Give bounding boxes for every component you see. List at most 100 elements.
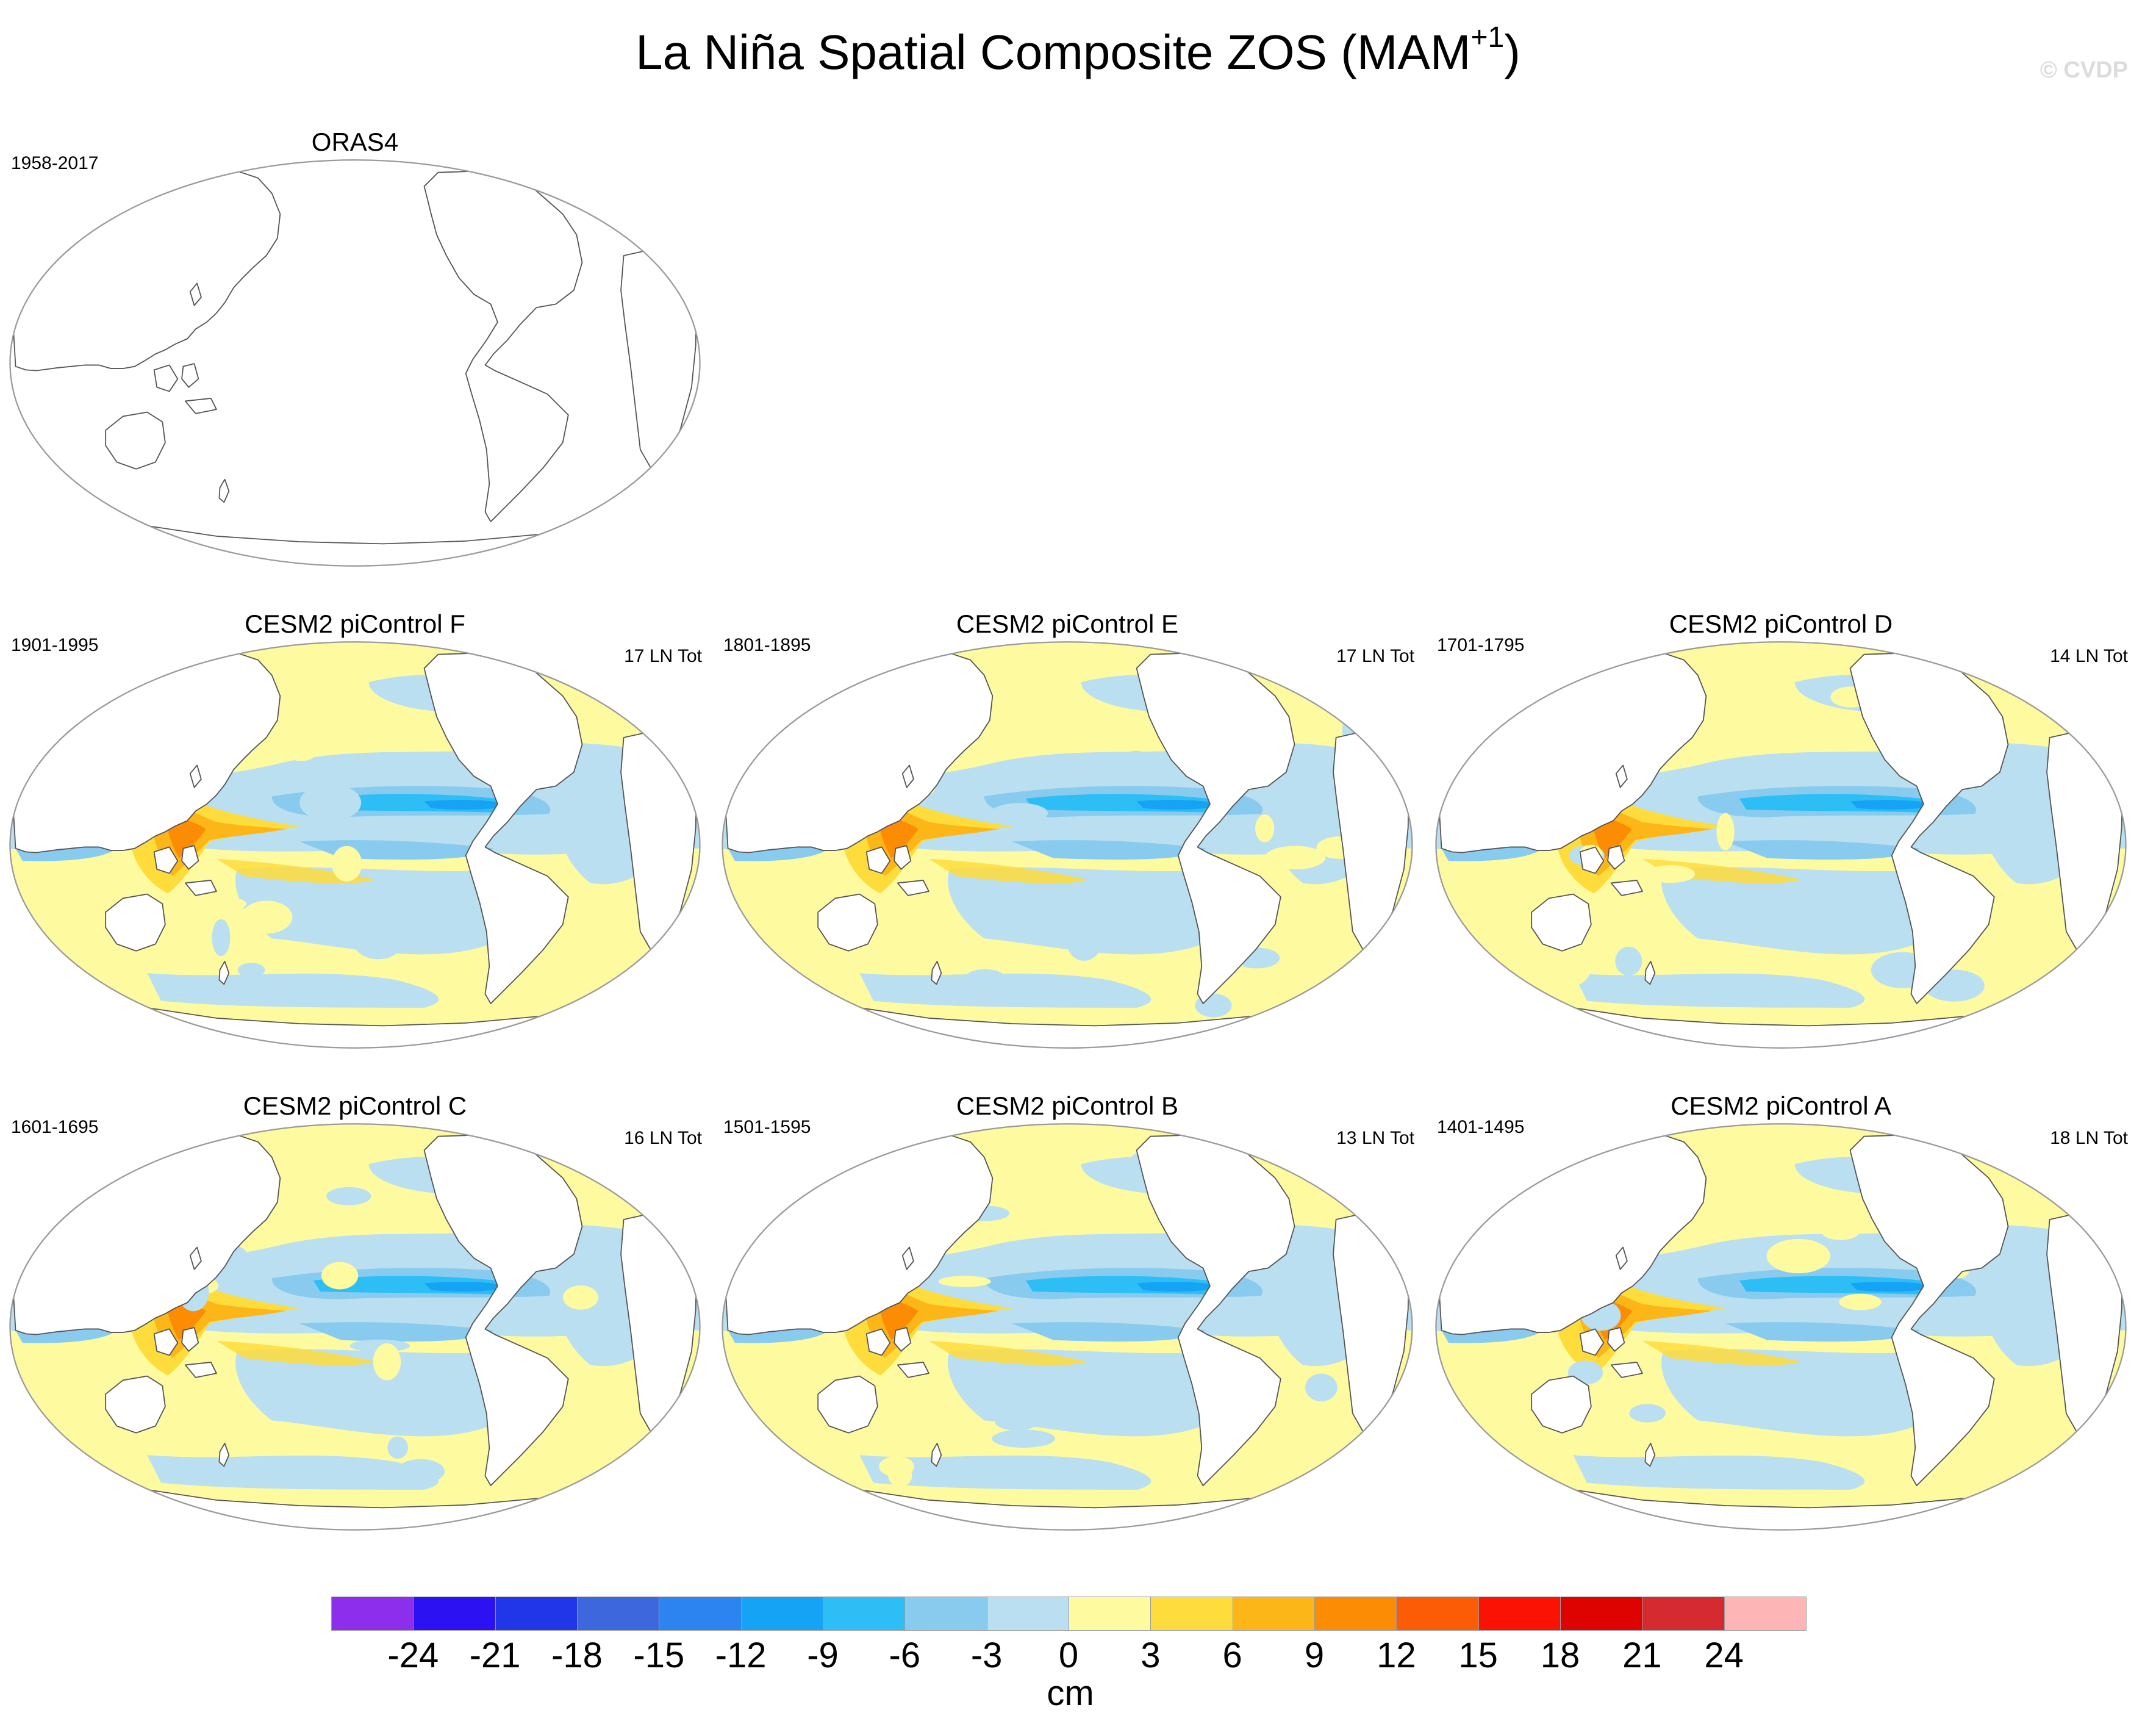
- colorbar-box: [413, 1597, 496, 1631]
- field-neg-light-4: [859, 973, 1151, 1008]
- panel-title-oras4: ORAS4: [311, 128, 399, 156]
- field-blob: [1839, 1293, 1882, 1310]
- field-pos-deep: [879, 817, 919, 858]
- panel-title-c: CESM2 piControl C: [243, 1091, 467, 1120]
- field-blob: [1615, 946, 1642, 976]
- panel-title-f: CESM2 piControl F: [245, 609, 465, 638]
- colorbar-box: [823, 1597, 906, 1631]
- field-blob: [1629, 1404, 1666, 1423]
- landmass-indonesia1: [1579, 846, 1605, 874]
- landmass-indonesia2: [894, 845, 912, 870]
- field-blob: [353, 922, 404, 960]
- landmass-nz: [931, 960, 942, 985]
- colorbar-box: [904, 1597, 987, 1631]
- landmass-americas: [1849, 1134, 2009, 1486]
- colorbar-box: [1642, 1597, 1725, 1631]
- landmass-newguinea: [184, 880, 217, 896]
- landmass-japan: [901, 764, 914, 788]
- panel-period-oras4: 1958-2017: [11, 153, 99, 173]
- colorbar-box: [1396, 1597, 1479, 1631]
- field-neg-core: [1850, 1282, 1933, 1292]
- map-border: [1435, 641, 2127, 1049]
- field-blob: [248, 1465, 286, 1482]
- landmass-japan: [189, 764, 202, 788]
- map-b: [722, 1123, 1413, 1531]
- landmass-nz: [218, 478, 230, 503]
- field-blob: [1255, 814, 1275, 843]
- landmass-americas: [1136, 1134, 1295, 1486]
- landmass-newguinea: [184, 398, 217, 414]
- landmass-newguinea: [897, 1362, 929, 1378]
- field-pos-deep: [167, 817, 206, 858]
- panel-period-a: 1401-1495: [1437, 1117, 1525, 1137]
- colorbar-box: [1724, 1597, 1807, 1631]
- landmass-australia: [105, 1375, 166, 1434]
- landmass-australia: [1531, 1375, 1592, 1434]
- landmass-australia: [817, 893, 878, 952]
- cvdp-watermark: © CVDP: [2040, 57, 2128, 83]
- colorbar-box: [495, 1597, 578, 1631]
- field-neg-light-1: [235, 1349, 522, 1437]
- landmass-indonesia1: [865, 1328, 891, 1356]
- landmass-americas: [423, 170, 583, 522]
- colorbar-tick-label: -12: [715, 1636, 767, 1675]
- landmass-indonesia2: [1607, 1327, 1625, 1352]
- panel-title-e: CESM2 piControl E: [956, 609, 1179, 638]
- field-blob: [1264, 846, 1326, 870]
- colorbar-box: [1560, 1597, 1643, 1631]
- panel-period-b: 1501-1595: [723, 1117, 811, 1137]
- field-blob: [1646, 865, 1696, 883]
- field-blob: [1552, 947, 1591, 986]
- colorbar-tick-label: 6: [1222, 1636, 1242, 1675]
- field-neg-med-2: [1725, 1322, 1920, 1342]
- landmass-australia: [105, 411, 166, 470]
- colorbar-box: [331, 1597, 414, 1631]
- panel-count-e: 17 LN Tot: [1336, 646, 1414, 666]
- field-pos-deep: [879, 1299, 919, 1340]
- panel-period-c: 1601-1695: [11, 1117, 99, 1137]
- colorbar-tick-label: -18: [551, 1636, 603, 1675]
- map-oras4: [9, 159, 701, 567]
- map-c: [9, 1123, 701, 1531]
- colorbar-box: [577, 1597, 660, 1631]
- panel-period-d: 1701-1795: [1437, 635, 1525, 655]
- panel-title-d: CESM2 piControl D: [1669, 609, 1893, 638]
- colorbar-tick-label: 9: [1304, 1636, 1325, 1675]
- field-neg-light-4: [1573, 1455, 1865, 1490]
- map-border: [1435, 1123, 2127, 1531]
- map-border: [722, 641, 1413, 1049]
- map-border: [9, 641, 701, 1049]
- field-blob: [1716, 813, 1735, 850]
- field-blob: [1821, 1223, 1860, 1240]
- landmass-japan: [189, 1246, 202, 1270]
- field-neg-light-4: [147, 1455, 439, 1490]
- field-blob: [184, 896, 247, 911]
- colorbar-tick-label: 15: [1458, 1636, 1498, 1675]
- field-blob: [1989, 1285, 2046, 1317]
- colorbar-tick-label: -3: [970, 1636, 1003, 1675]
- field-neg-light-1: [1661, 1349, 1948, 1437]
- map-a: [1435, 1123, 2127, 1531]
- panel-count-c: 16 LN Tot: [624, 1128, 702, 1148]
- colorbar-unit: cm: [1047, 1673, 1094, 1713]
- panel-count-f: 17 LN Tot: [624, 646, 702, 666]
- field-blob: [1337, 1429, 1387, 1464]
- field-blob: [1067, 926, 1101, 961]
- colorbar-tick-label: -6: [889, 1636, 921, 1675]
- field-pos-np: [1697, 700, 1809, 731]
- landmass-nz: [218, 960, 230, 985]
- field-blob: [879, 1456, 915, 1477]
- landmass-americas: [423, 652, 583, 1004]
- field-neg-light-4: [859, 1455, 1151, 1490]
- field-blob: [938, 1276, 991, 1287]
- colorbar-box: [1478, 1597, 1561, 1631]
- landmass-japan: [901, 1246, 914, 1270]
- colorbar-box: [740, 1597, 823, 1631]
- landmass-indonesia2: [1607, 845, 1625, 870]
- field-pos-spcz: [216, 1340, 376, 1365]
- landmass-indonesia1: [865, 846, 891, 874]
- colorbar-box: [1150, 1597, 1233, 1631]
- field-blob: [318, 914, 376, 931]
- colorbar-tick-label: 0: [1058, 1636, 1079, 1675]
- landmass-japan: [1615, 764, 1628, 788]
